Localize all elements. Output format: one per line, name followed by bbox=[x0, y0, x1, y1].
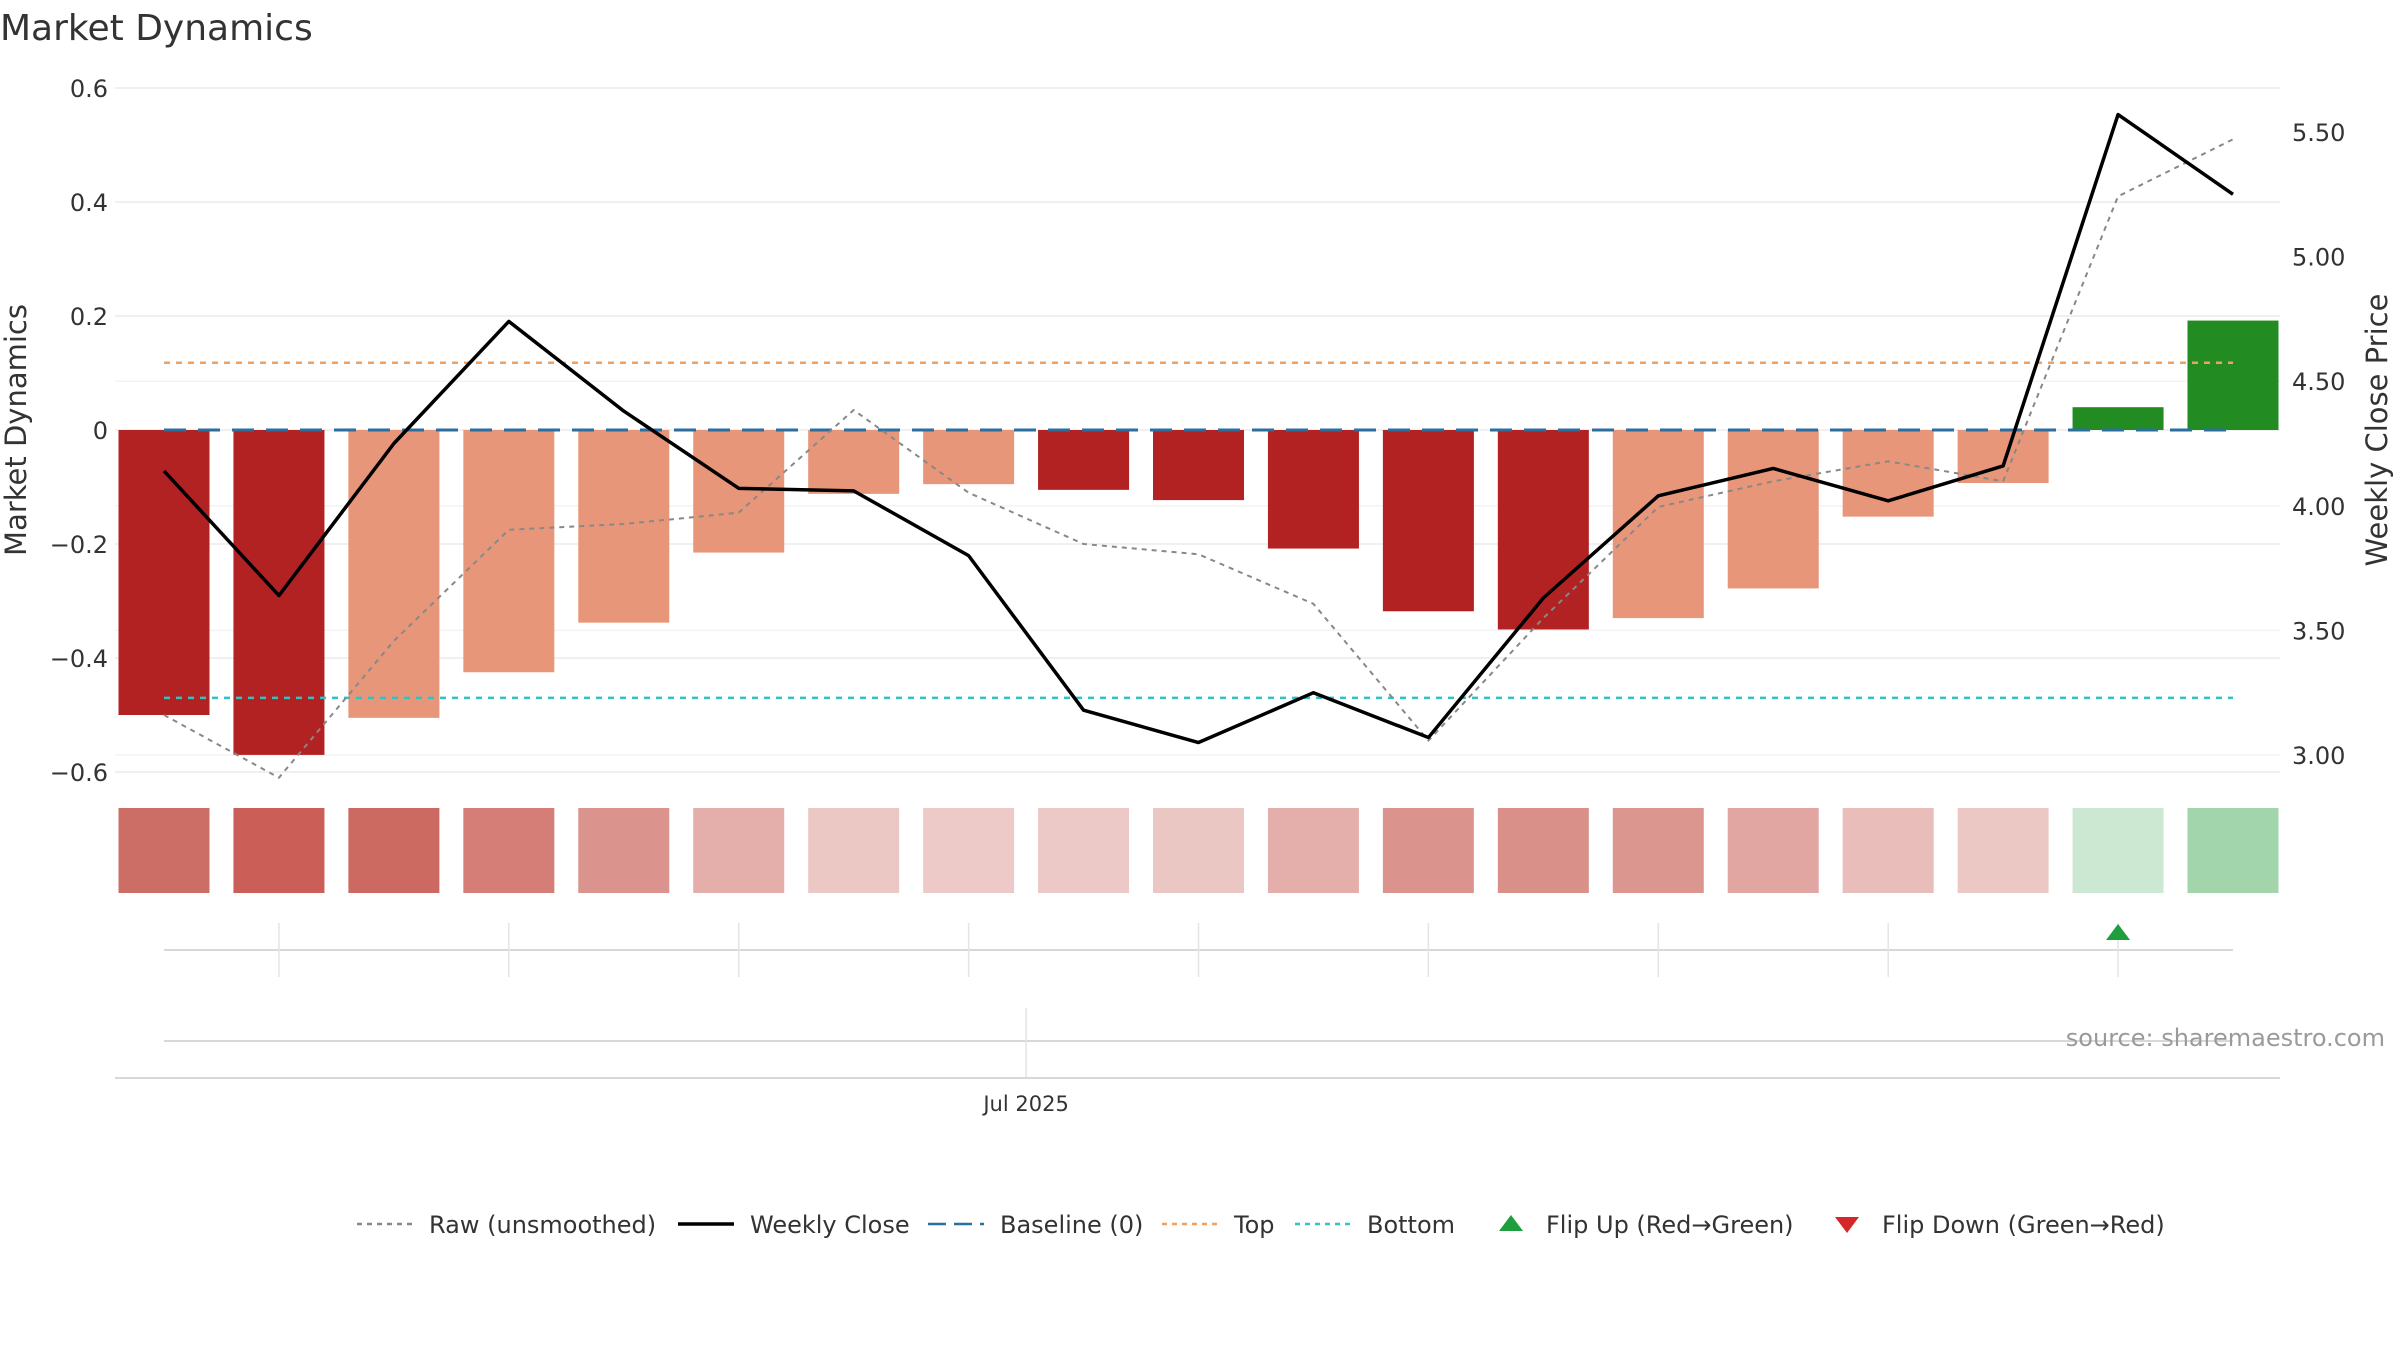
bar bbox=[2187, 320, 2279, 430]
heat-strip-cell bbox=[923, 808, 1015, 893]
bar bbox=[1727, 430, 1819, 589]
legend-label: Flip Down (Green→Red) bbox=[1882, 1211, 2165, 1239]
bar bbox=[693, 430, 785, 553]
bar bbox=[808, 430, 900, 494]
source-note: source: sharemaestro.com bbox=[2066, 1024, 2385, 1052]
raw-unsmoothed-line bbox=[163, 138, 2234, 779]
heat-strip-cell bbox=[578, 808, 670, 893]
reference-lines bbox=[164, 361, 2233, 700]
y2-tick-label: 5.50 bbox=[2292, 119, 2345, 147]
bar bbox=[1842, 430, 1934, 517]
y2-tick-label: 3.50 bbox=[2292, 617, 2345, 645]
bar bbox=[1038, 430, 1130, 490]
y2-tick-label: 4.50 bbox=[2292, 368, 2345, 396]
y-tick-label: −0.6 bbox=[50, 759, 108, 787]
heat-strip-cell bbox=[118, 808, 210, 893]
legend-item: Flip Up (Red→Green) bbox=[1499, 1211, 1794, 1239]
heat-strip-cell bbox=[1038, 808, 1130, 893]
flip-marker-panel bbox=[164, 923, 2233, 977]
legend-label: Flip Up (Red→Green) bbox=[1546, 1211, 1794, 1239]
heat-strip-cell bbox=[1497, 808, 1589, 893]
heat-strip-cell bbox=[1612, 808, 1704, 893]
heat-strip-cell bbox=[1382, 808, 1474, 893]
bar bbox=[923, 430, 1015, 485]
chart-title: Market Dynamics bbox=[0, 8, 313, 49]
legend-swatch-flip-down bbox=[1835, 1217, 1859, 1233]
heat-strip-cell bbox=[1267, 808, 1359, 893]
heat-strip bbox=[118, 808, 2279, 893]
y-tick-label: 0.2 bbox=[70, 303, 108, 331]
y2-tick-label: 3.00 bbox=[2292, 742, 2345, 770]
heat-strip-cell bbox=[808, 808, 900, 893]
bar bbox=[118, 430, 210, 715]
bar bbox=[463, 430, 555, 673]
legend-label: Top bbox=[1233, 1211, 1275, 1239]
date-axis: Jul 2025 bbox=[115, 1008, 2280, 1116]
bar bbox=[1153, 430, 1244, 501]
legend-label: Weekly Close bbox=[750, 1211, 910, 1239]
heat-strip-cell bbox=[2072, 808, 2164, 893]
heat-strip-cell bbox=[693, 808, 785, 893]
axes: 0.6 0.4 0.2 0 −0.2 −0.4 −0.6 5.50 5.00 4.50 4.00 3.… bbox=[0, 75, 2394, 787]
legend-item: Weekly Close bbox=[678, 1211, 910, 1239]
bar-series bbox=[118, 320, 2279, 755]
legend-item: Baseline (0) bbox=[928, 1211, 1143, 1239]
y-tick-label: −0.2 bbox=[50, 531, 108, 559]
flip-up-marker bbox=[2106, 924, 2131, 940]
bar bbox=[1267, 430, 1359, 549]
heat-strip-cell bbox=[1957, 808, 2049, 893]
bar bbox=[348, 430, 440, 718]
legend-item: Bottom bbox=[1295, 1211, 1455, 1239]
bar bbox=[1382, 430, 1474, 612]
y-tick-label: 0.4 bbox=[70, 189, 108, 217]
y-tick-label: 0 bbox=[93, 417, 108, 445]
legend-swatch-flip-up bbox=[1499, 1215, 1523, 1231]
heat-strip-cell bbox=[1842, 808, 1934, 893]
y2-tick-label: 4.00 bbox=[2292, 493, 2345, 521]
bar bbox=[2072, 407, 2164, 430]
bar bbox=[233, 430, 325, 755]
legend-label: Bottom bbox=[1367, 1211, 1455, 1239]
y-tick-label: 0.6 bbox=[70, 75, 108, 103]
heat-strip-cell bbox=[1727, 808, 1819, 893]
y2-tick-label: 5.00 bbox=[2292, 244, 2345, 272]
legend-item: Top bbox=[1162, 1211, 1275, 1239]
y-tick-label: −0.4 bbox=[50, 645, 108, 673]
y2-axis-label: Weekly Close Price bbox=[2360, 294, 2394, 567]
legend-label: Raw (unsmoothed) bbox=[429, 1211, 656, 1239]
heat-strip-cell bbox=[2187, 808, 2279, 893]
heat-strip-cell bbox=[1153, 808, 1244, 893]
x-tick-label: Jul 2025 bbox=[981, 1092, 1068, 1116]
heat-strip-cell bbox=[463, 808, 555, 893]
y-axis-label: Market Dynamics bbox=[0, 304, 33, 556]
heat-strip-cell bbox=[348, 808, 440, 893]
legend-item: Flip Down (Green→Red) bbox=[1835, 1211, 2165, 1239]
legend: Raw (unsmoothed) Weekly Close Baseline (0)… bbox=[357, 1211, 2165, 1239]
legend-item: Raw (unsmoothed) bbox=[357, 1211, 656, 1239]
line-series bbox=[162, 112, 2234, 779]
legend-label: Baseline (0) bbox=[1000, 1211, 1143, 1239]
weekly-close-line bbox=[162, 112, 2234, 745]
heat-strip-cell bbox=[233, 808, 325, 893]
